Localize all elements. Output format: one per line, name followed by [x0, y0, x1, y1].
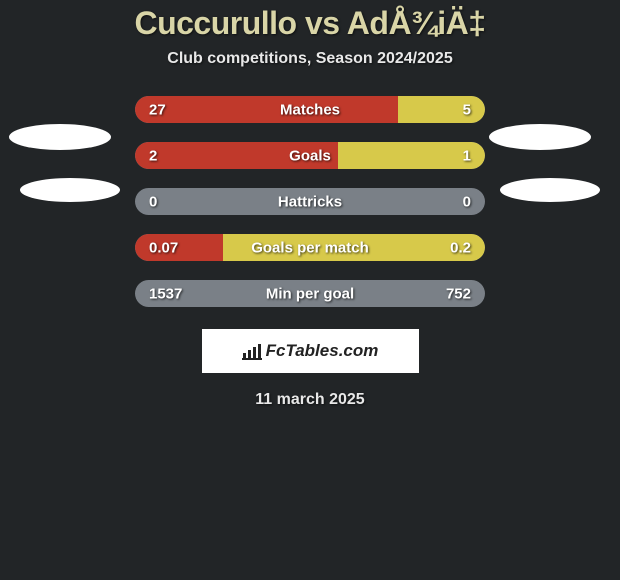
- stat-value-right: 0: [463, 193, 471, 210]
- stat-label: Matches: [280, 101, 340, 118]
- stat-label: Goals per match: [251, 239, 369, 256]
- stat-bar-left: [135, 96, 398, 123]
- stats-area: 27 5 Matches 2 1 Goals 0 0 Hattricks 0.07 0.2 Goals…: [0, 96, 620, 307]
- stat-row: 27 5 Matches: [135, 96, 485, 123]
- stat-row: 0.07 0.2 Goals per match: [135, 234, 485, 261]
- stat-value-left: 2: [149, 147, 157, 164]
- date-text: 11 march 2025: [0, 391, 620, 409]
- source-logo-box: FcTables.com: [202, 329, 419, 373]
- stat-label: Hattricks: [278, 193, 342, 210]
- stat-value-right: 752: [446, 285, 471, 302]
- bar-chart-icon: [242, 342, 262, 360]
- stat-value-right: 1: [463, 147, 471, 164]
- stat-value-right: 5: [463, 101, 471, 118]
- comparison-title: Cuccurullo vs AdÅ¾iÄ‡: [0, 5, 620, 42]
- comparison-card: Cuccurullo vs AdÅ¾iÄ‡ Club competitions,…: [0, 0, 620, 409]
- stats-column: 27 5 Matches 2 1 Goals 0 0 Hattricks 0.07 0.2 Goals…: [135, 96, 485, 307]
- stat-row: 1537 752 Min per goal: [135, 280, 485, 307]
- stat-bar-right: [398, 96, 486, 123]
- comparison-subtitle: Club competitions, Season 2024/2025: [0, 50, 620, 68]
- stat-value-left: 0.07: [149, 239, 178, 256]
- stat-value-right: 0.2: [450, 239, 471, 256]
- stat-label: Min per goal: [266, 285, 354, 302]
- stat-row: 2 1 Goals: [135, 142, 485, 169]
- stat-value-left: 27: [149, 101, 166, 118]
- stat-row: 0 0 Hattricks: [135, 188, 485, 215]
- stat-value-left: 1537: [149, 285, 182, 302]
- stat-value-left: 0: [149, 193, 157, 210]
- stat-label: Goals: [289, 147, 331, 164]
- source-logo-text: FcTables.com: [266, 341, 379, 361]
